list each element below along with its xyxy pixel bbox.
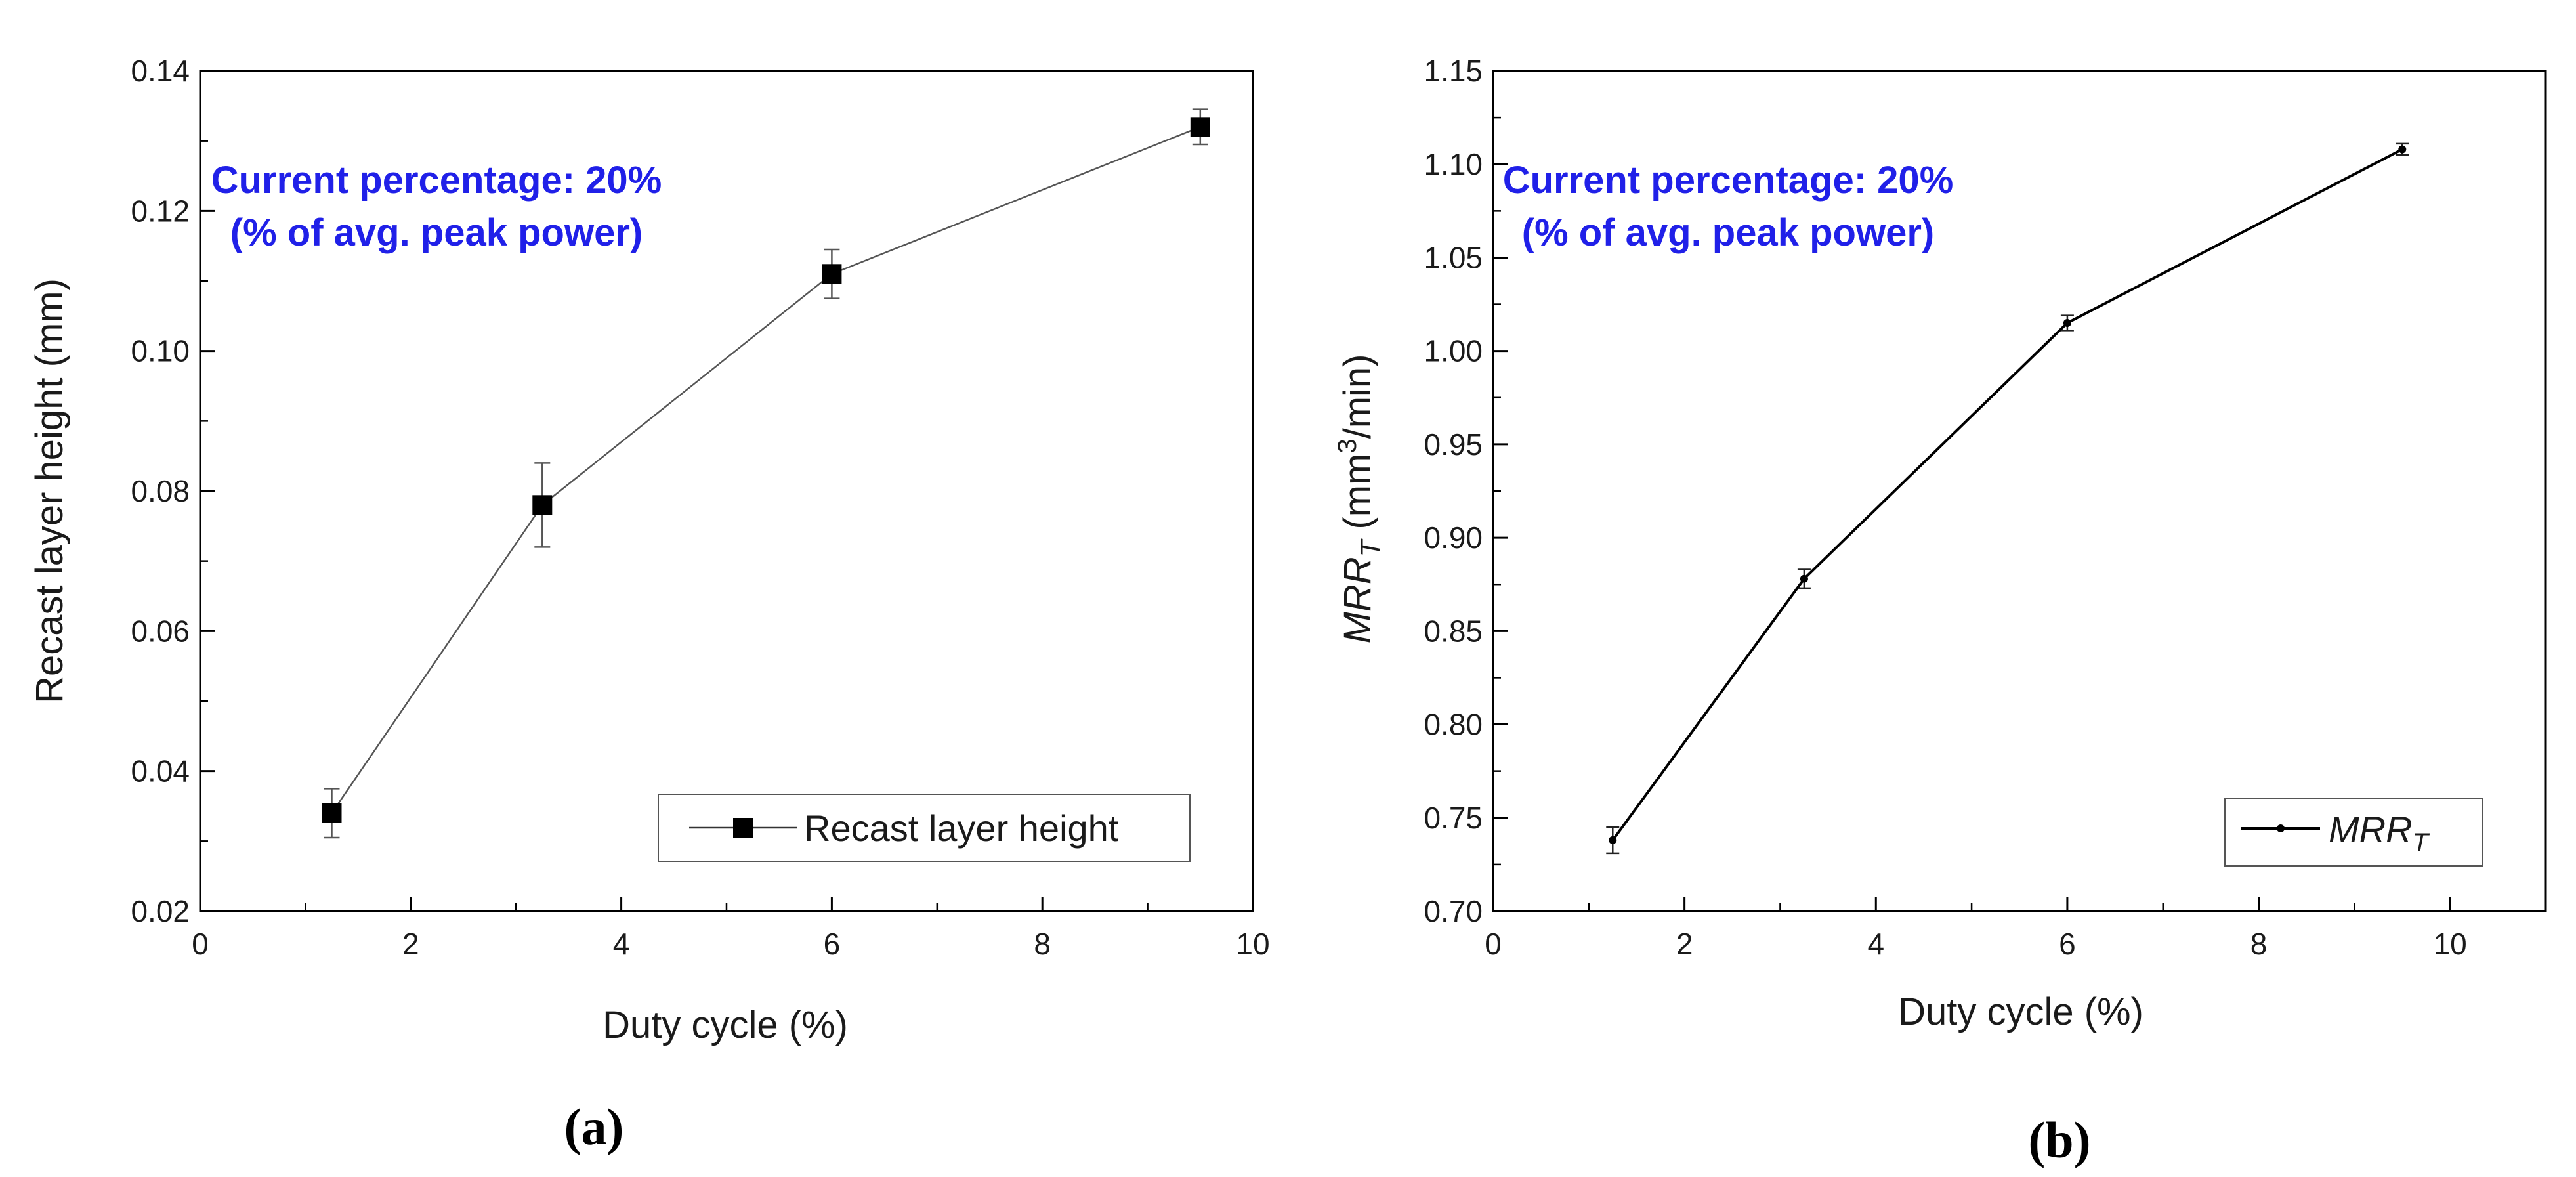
chart-b-y-tick-label-2: 0.80 [1424, 708, 1483, 742]
chart-b-y-tick-label-4: 0.90 [1424, 521, 1483, 555]
chart-a-ticks: 0 2 4 6 8 10 0.02 0.04 0.06 0.08 0.10 0.12 0.14 [131, 54, 1269, 961]
chart-a-annotation-line2: (% of avg. peak power) [230, 211, 643, 254]
chart-a-y-tick-label-3: 0.08 [131, 474, 190, 508]
chart-a-plot-frame [199, 70, 1254, 912]
chart-a-x-tick-label-2: 4 [613, 927, 630, 961]
chart-b-legend-marker [2277, 824, 2285, 832]
chart-b-y-tick-label-5: 0.95 [1424, 427, 1483, 461]
chart-a-x-axis-title: Duty cycle (%) [602, 1004, 848, 1046]
chart-b-plot-frame [1492, 70, 2547, 912]
chart-b-y-tick-label-6: 1.00 [1424, 334, 1483, 368]
chart-a-point-1 [532, 495, 553, 515]
chart-a-y-tick-label-1: 0.04 [131, 754, 190, 788]
chart-b-x-tick-label-3: 6 [2059, 927, 2076, 961]
chart-a-point-3 [1190, 117, 1210, 137]
chart-b-point-0 [1609, 836, 1617, 844]
chart-b-x-tick-label-4: 8 [2250, 927, 2268, 961]
chart-b-legend-label: MRRT [2329, 809, 2430, 857]
chart-b-y-tick-label-8: 1.10 [1424, 147, 1483, 181]
chart-a-x-tick-label-3: 6 [824, 927, 841, 961]
chart-a-series-0-line [331, 126, 1201, 814]
chart-a-x-tick-label-5: 10 [1236, 927, 1269, 961]
chart-b-x-tick-label-0: 0 [1485, 927, 1502, 961]
panel-a-caption: (a) [564, 1098, 624, 1155]
chart-b-x-tick-label-2: 4 [1867, 927, 1884, 961]
chart-a-annotation-line1: Current percentage: 20% [211, 159, 662, 202]
chart-b-y-tick-label-1: 0.75 [1424, 801, 1483, 835]
chart-b-x-tick-label-1: 2 [1676, 927, 1693, 961]
chart-a-y-tick-label-2: 0.06 [131, 614, 190, 648]
chart-a-point-2 [822, 264, 842, 284]
chart-b-y-tick-label-9: 1.15 [1424, 54, 1483, 88]
chart-b-marks [1606, 142, 2409, 855]
chart-b-annotation-line2: (% of avg. peak power) [1522, 211, 1934, 254]
chart-a-x-tick-label-1: 2 [402, 927, 419, 961]
chart-a-y-axis-title: Recast layer height (mm) [28, 278, 71, 704]
chart-b-y-tick-label-3: 0.85 [1424, 614, 1483, 648]
chart-a-y-tick-label-5: 0.12 [131, 194, 190, 228]
chart-b-y-axis-title: MRRT (mm3/min) [1333, 354, 1385, 644]
chart-b-x-axis-title: Duty cycle (%) [1898, 991, 2143, 1033]
panel-b-caption: (b) [2028, 1111, 2090, 1168]
chart-b-point-2 [2063, 319, 2071, 327]
chart-b-ticks: 0 2 4 6 8 10 0.70 0.75 0.80 0.85 0.90 0.95 1.00 1.05 1… [1424, 54, 2466, 961]
chart-b-legend-box [2224, 798, 2483, 867]
chart-a-y-tick-label-0: 0.02 [131, 894, 190, 928]
chart-a-x-tick-label-0: 0 [192, 927, 209, 961]
chart-a-marks [322, 108, 1210, 839]
chart-b-point-3 [2398, 145, 2407, 154]
panel-b: 0 2 4 6 8 10 0.70 0.75 0.80 0.85 0.90 0.95 1.00 1.05 1… [1333, 54, 2547, 1168]
chart-b-y-tick-label-7: 1.05 [1424, 240, 1483, 274]
chart-a-point-0 [322, 803, 342, 823]
chart-a-legend: Recast layer height [658, 794, 1191, 862]
chart-b-x-tick-label-5: 10 [2434, 927, 2467, 961]
panel-a: 0 2 4 6 8 10 0.02 0.04 0.06 0.08 0.10 0.12 0.14 Curr… [28, 54, 1270, 1155]
chart-a-legend-label: Recast layer height [804, 807, 1119, 849]
chart-a-y-tick-label-4: 0.10 [131, 334, 190, 368]
chart-b-series-0-line [1611, 148, 2403, 842]
chart-b-annotation-line1: Current percentage: 20% [1503, 159, 1954, 202]
chart-a-x-tick-label-4: 8 [1034, 927, 1051, 961]
chart-a-y-tick-label-6: 0.14 [131, 54, 190, 88]
chart-b-point-1 [1800, 574, 1808, 583]
chart-a-legend-marker [733, 818, 753, 838]
chart-b-y-tick-label-0: 0.70 [1424, 894, 1483, 928]
chart-b-legend: MRRT [2224, 798, 2483, 867]
